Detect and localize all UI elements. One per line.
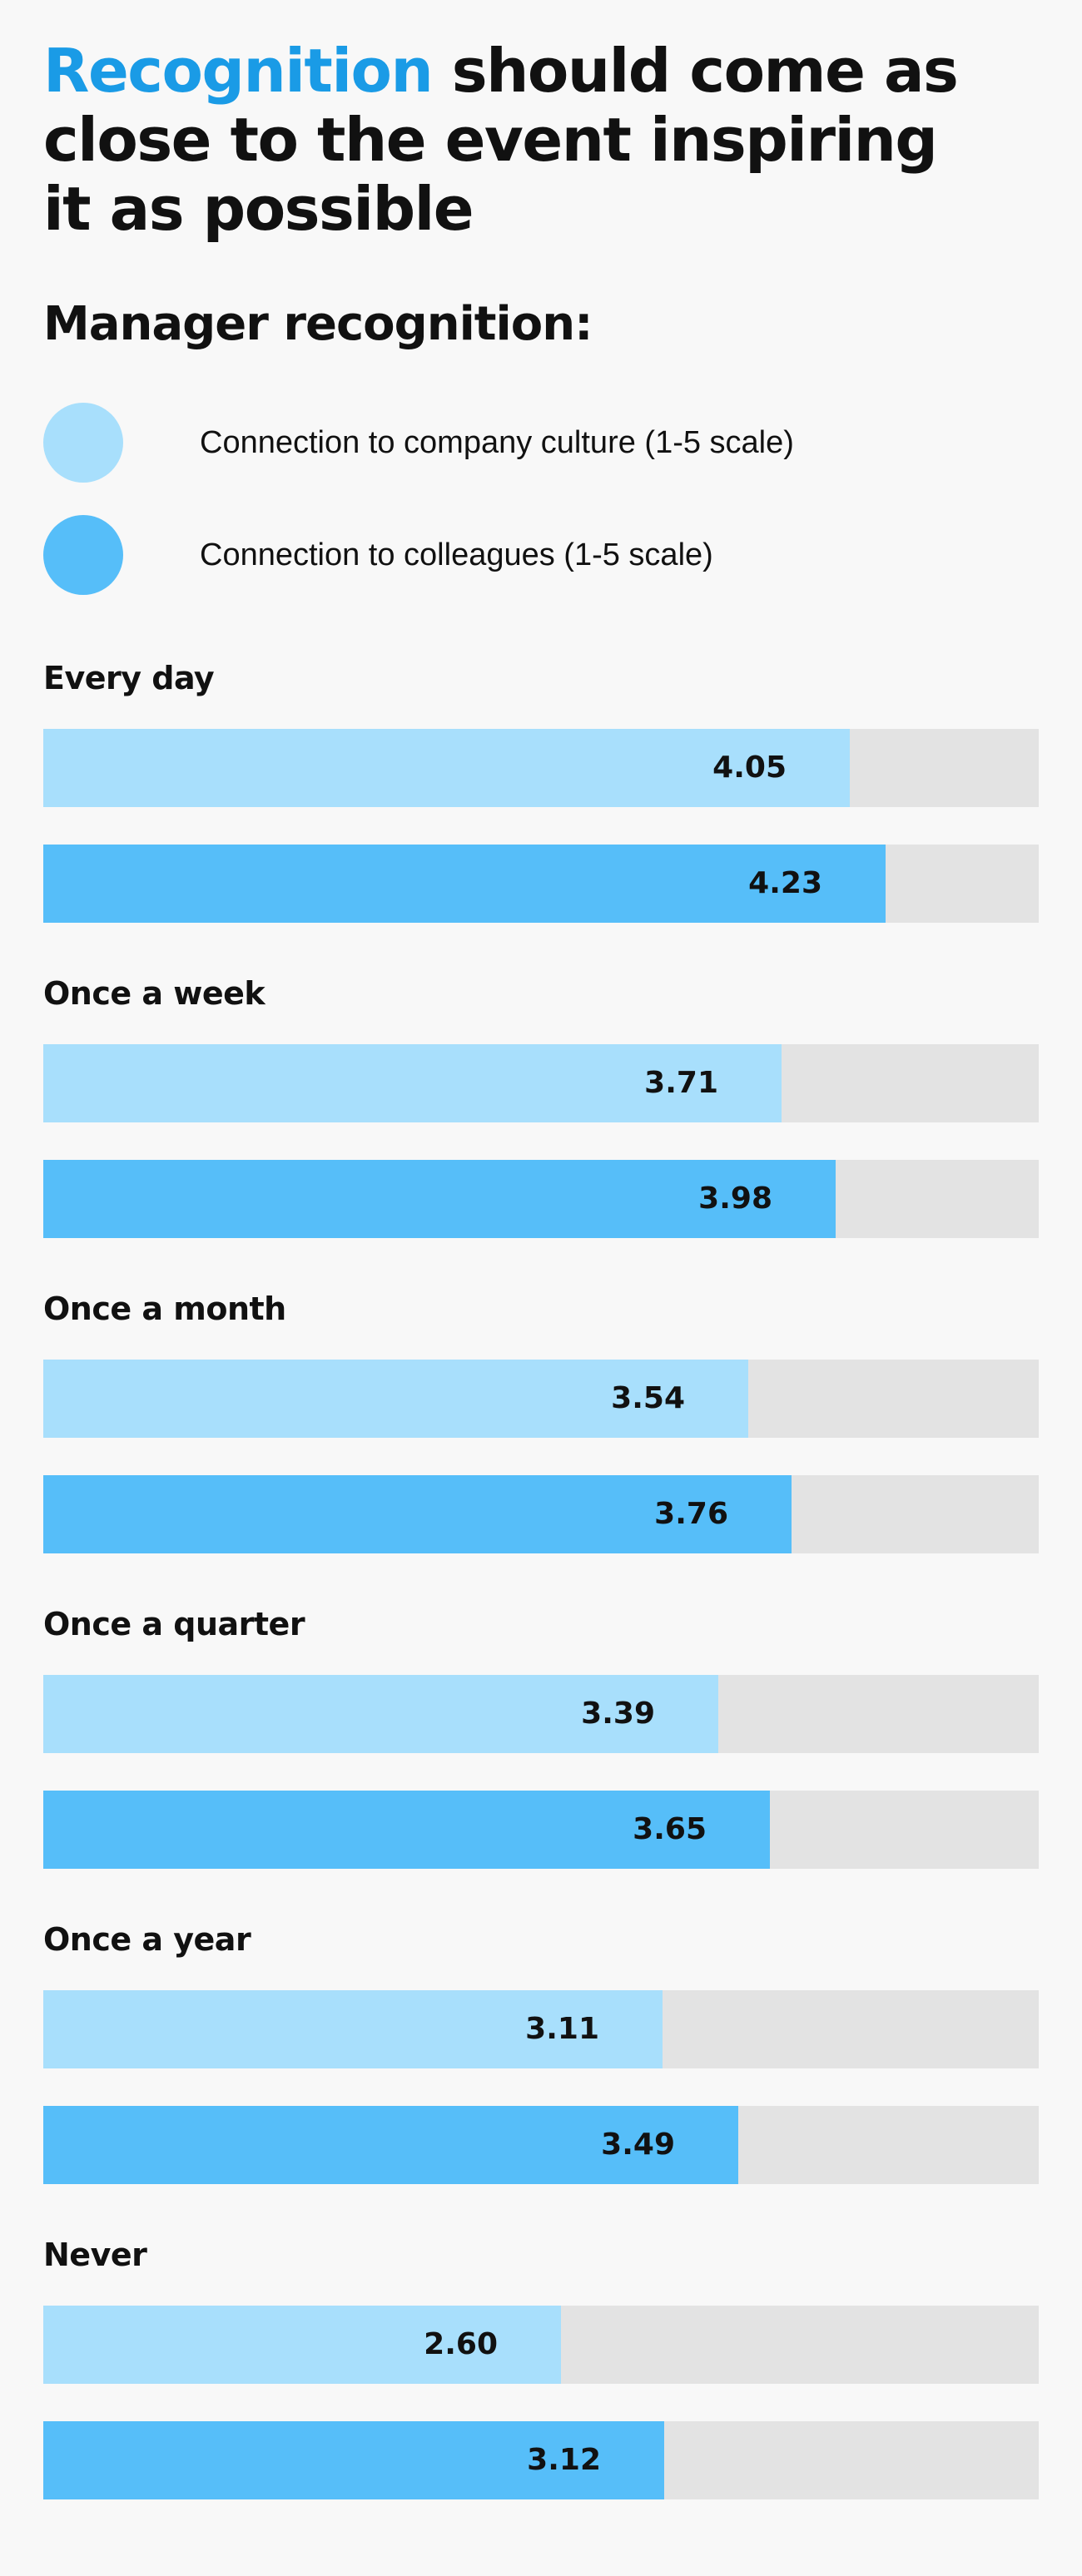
legend-item-colleagues: Connection to colleagues (1-5 scale) [43, 515, 713, 595]
culture-bar [43, 1675, 718, 1753]
bar-value-label: 2.60 [424, 2327, 498, 2361]
bar-track: 3.11 [43, 1990, 1039, 2068]
bar-track: 4.23 [43, 845, 1039, 923]
culture-bar [43, 1360, 748, 1438]
bar-value-label: 3.12 [527, 2443, 601, 2477]
colleagues-bar [43, 1791, 770, 1869]
legend-swatch [43, 515, 123, 595]
bar-track: 3.39 [43, 1675, 1039, 1753]
colleagues-bar [43, 1160, 836, 1238]
bar-value-label: 3.65 [633, 1812, 707, 1846]
chart-subtitle: Manager recognition: [43, 297, 593, 351]
bar-track: 2.60 [43, 2306, 1039, 2384]
category-label: Never [43, 2237, 147, 2273]
bar-track: 3.49 [43, 2106, 1039, 2184]
category-label: Once a quarter [43, 1606, 305, 1642]
bar-track: 3.54 [43, 1360, 1039, 1438]
culture-bar [43, 1044, 782, 1122]
bar-value-label: 4.23 [748, 866, 822, 900]
category-label: Once a year [43, 1921, 251, 1958]
bar-track: 3.76 [43, 1475, 1039, 1553]
bar-value-label: 4.05 [712, 751, 787, 785]
culture-bar [43, 1990, 663, 2068]
legend-label: Connection to colleagues (1-5 scale) [200, 537, 713, 572]
colleagues-bar [43, 2421, 664, 2499]
bar-value-label: 3.11 [525, 2012, 599, 2046]
category-label: Once a month [43, 1290, 286, 1327]
category-label: Every day [43, 660, 215, 696]
legend-item-culture: Connection to company culture (1-5 scale… [43, 403, 794, 483]
culture-bar [43, 729, 850, 807]
bar-track: 3.12 [43, 2421, 1039, 2499]
bar-value-label: 3.54 [611, 1381, 685, 1415]
colleagues-bar [43, 845, 886, 923]
bar-track: 3.71 [43, 1044, 1039, 1122]
bar-value-label: 3.98 [698, 1181, 772, 1216]
legend-label: Connection to company culture (1-5 scale… [200, 424, 794, 460]
culture-bar [43, 2306, 561, 2384]
bar-track: 4.05 [43, 729, 1039, 807]
bar-track: 3.98 [43, 1160, 1039, 1238]
bar-track: 3.65 [43, 1791, 1039, 1869]
title-rest: should come as close to the event inspir… [43, 36, 959, 244]
bar-value-label: 3.39 [581, 1697, 655, 1731]
bar-value-label: 3.71 [644, 1066, 718, 1100]
legend-swatch [43, 403, 123, 483]
colleagues-bar [43, 1475, 792, 1553]
bar-value-label: 3.49 [601, 2128, 675, 2162]
colleagues-bar [43, 2106, 738, 2184]
page-title: Recognition should come as close to the … [43, 37, 1000, 244]
bar-value-label: 3.76 [654, 1497, 728, 1531]
category-label: Once a week [43, 975, 266, 1012]
title-accent: Recognition [43, 36, 434, 106]
